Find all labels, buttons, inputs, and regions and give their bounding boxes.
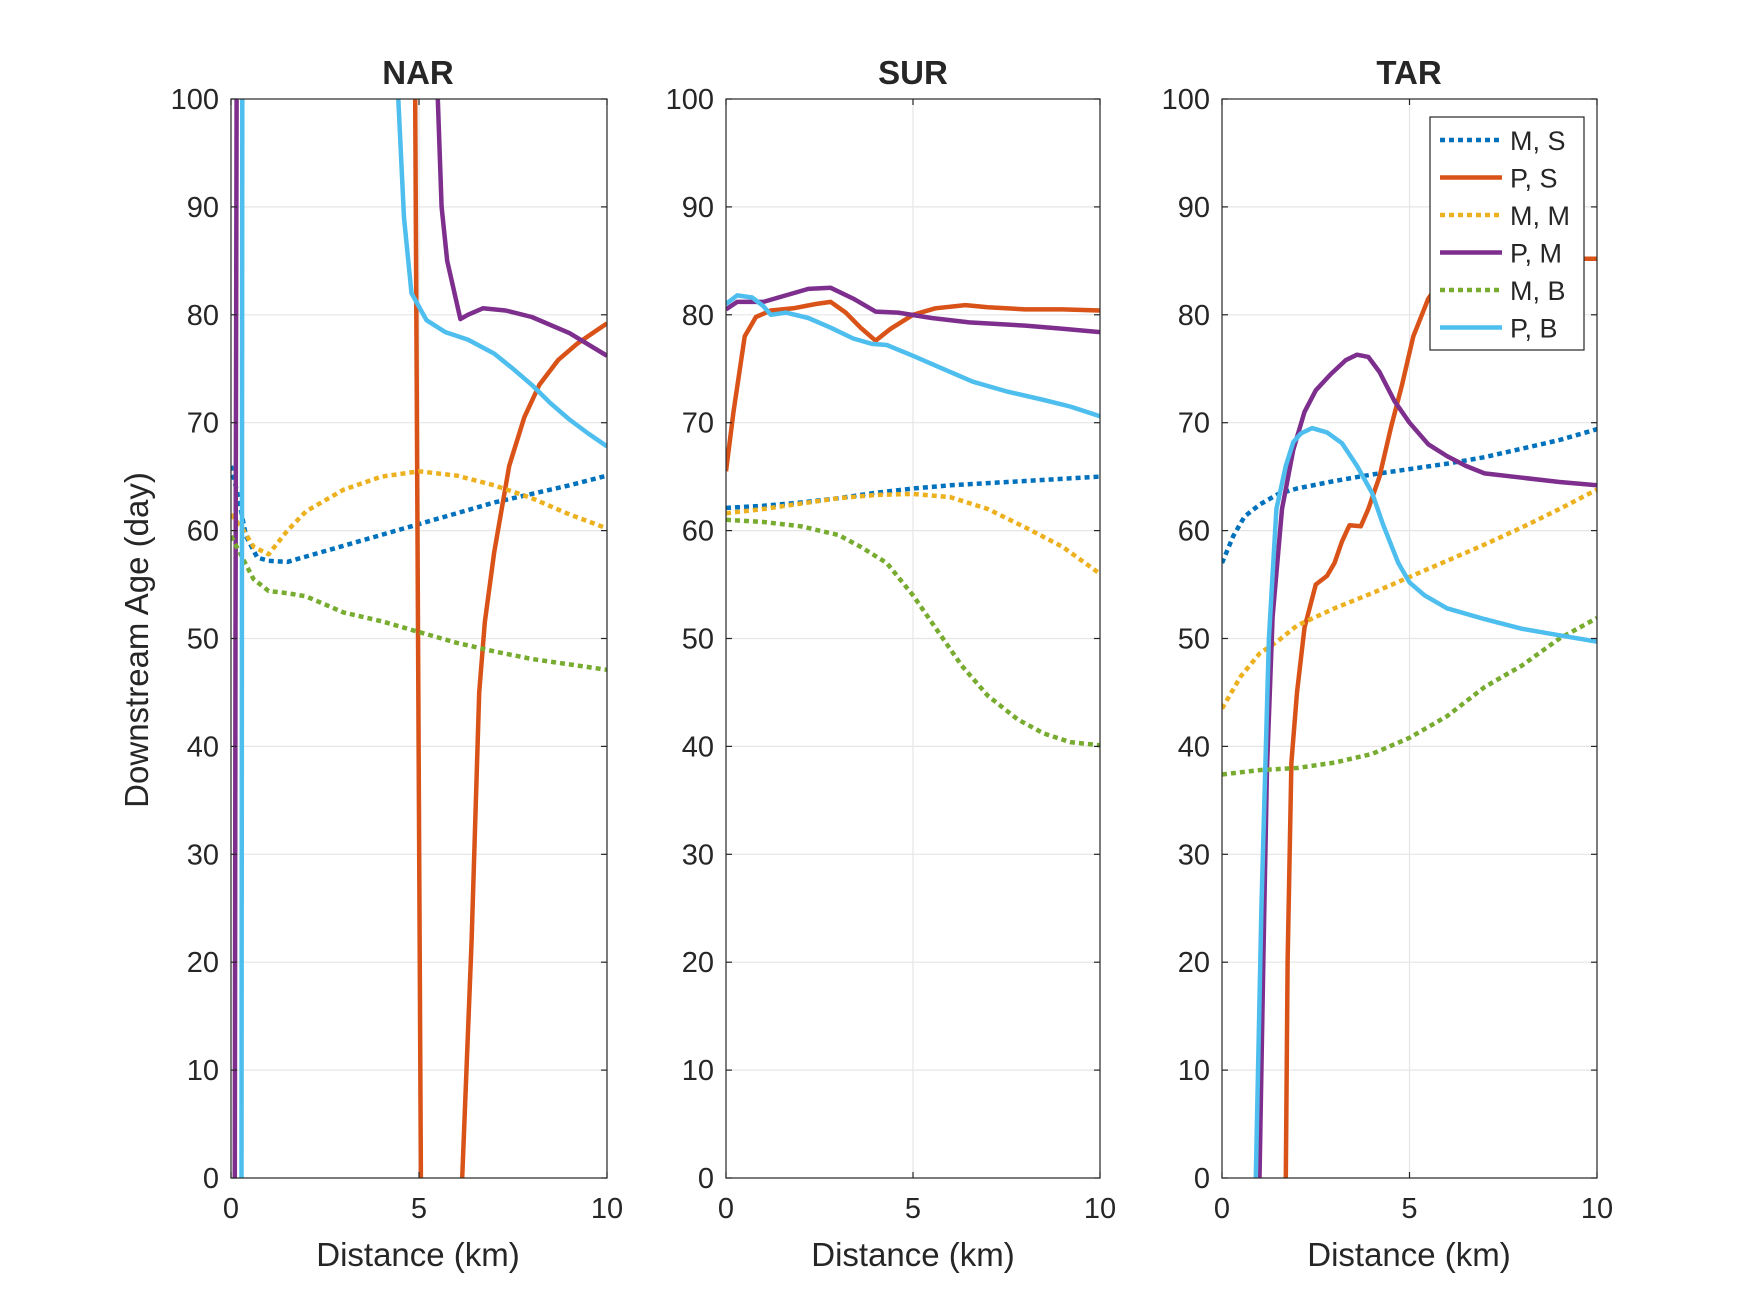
- y-tick-label: 80: [187, 300, 219, 332]
- y-tick-label: 0: [698, 1163, 714, 1195]
- panel-title-nar: NAR: [382, 54, 454, 91]
- x-tick-label: 10: [1084, 1193, 1116, 1225]
- series-line-p-b-nar: [396, 99, 607, 449]
- y-tick-label: 50: [682, 624, 714, 656]
- y-tick-label: 70: [187, 408, 219, 440]
- y-tick-label: 80: [682, 300, 714, 332]
- series-line-p-s-nar: [412, 99, 424, 1178]
- series-line-m-b-sur: [726, 517, 1100, 748]
- panel-sur: SUR Distance (km) 0102030405060708090100…: [666, 54, 1117, 1273]
- y-tick-label: 60: [187, 516, 219, 548]
- legend-label-m-s: M, S: [1510, 126, 1566, 156]
- y-tick-label: 60: [1178, 516, 1210, 548]
- panel-nar: NAR Distance (km) 0102030405060708090100…: [171, 54, 624, 1273]
- series-line-p-b-nar: [239, 99, 245, 1178]
- y-tick-label: 0: [1194, 1163, 1210, 1195]
- x-tick-label: 0: [718, 1193, 734, 1225]
- legend-item-p-s: P, S: [1440, 164, 1558, 194]
- x-tick-label: 10: [1581, 1193, 1613, 1225]
- y-tick-label: 70: [1178, 408, 1210, 440]
- series-line-m-m-nar: [231, 469, 607, 557]
- y-tick-label: 10: [187, 1055, 219, 1087]
- y-tick-label: 30: [1178, 839, 1210, 871]
- y-axis-label: Downstream Age (day): [118, 472, 155, 808]
- y-tick-label: 40: [187, 731, 219, 763]
- series-line-p-m-sur: [726, 285, 1100, 335]
- series-line-m-m-tar: [1222, 487, 1597, 710]
- x-axis-label-tar: Distance (km): [1307, 1236, 1511, 1273]
- legend-label-p-s: P, S: [1510, 164, 1558, 194]
- y-tick-label: 10: [1178, 1055, 1210, 1087]
- series-line-m-b-tar: [1222, 616, 1597, 777]
- x-tick-label: 10: [591, 1193, 623, 1225]
- series-line-m-b-nar: [231, 534, 607, 673]
- y-tick-label: 50: [187, 624, 219, 656]
- y-tick-label: 20: [1178, 947, 1210, 979]
- legend-box: [1429, 116, 1585, 351]
- y-tick-label: 80: [1178, 300, 1210, 332]
- legend-label-p-m: P, M: [1510, 239, 1562, 269]
- legend-label-m-m: M, M: [1510, 201, 1570, 231]
- x-tick-label: 5: [1401, 1193, 1417, 1225]
- legend-item-p-m: P, M: [1440, 239, 1562, 269]
- x-axis-label-nar: Distance (km): [316, 1236, 520, 1273]
- legend-item-m-m: M, M: [1440, 201, 1570, 231]
- y-tick-label: 20: [187, 947, 219, 979]
- y-tick-label: 40: [682, 731, 714, 763]
- y-tick-label: 90: [187, 192, 219, 224]
- y-tick-label: 100: [171, 84, 219, 116]
- y-tick-label: 20: [682, 947, 714, 979]
- panel-title-sur: SUR: [878, 54, 948, 91]
- legend-item-m-s: M, S: [1440, 126, 1566, 156]
- legend-label-p-b: P, B: [1510, 314, 1558, 344]
- legend-label-m-b: M, B: [1510, 276, 1566, 306]
- y-tick-label: 0: [203, 1163, 219, 1195]
- y-tick-label: 90: [682, 192, 714, 224]
- x-tick-label: 0: [1214, 1193, 1230, 1225]
- series-line-p-s-nar: [459, 321, 607, 1178]
- x-tick-label: 0: [223, 1193, 239, 1225]
- legend-item-m-b: M, B: [1440, 276, 1566, 306]
- y-tick-label: 70: [682, 408, 714, 440]
- y-tick-label: 60: [682, 516, 714, 548]
- y-tick-label: 30: [682, 839, 714, 871]
- series-line-p-b-sur: [726, 293, 1100, 419]
- y-tick-label: 50: [1178, 624, 1210, 656]
- series-line-m-s-tar: [1222, 427, 1597, 564]
- legend-item-p-b: P, B: [1440, 314, 1558, 344]
- x-axis-label-sur: Distance (km): [811, 1236, 1015, 1273]
- legend: M, S P, S M, M P, M M, B P, B: [1429, 116, 1585, 351]
- panel-tar: TAR Distance (km) 0102030405060708090100…: [1162, 54, 1614, 1273]
- y-tick-label: 100: [666, 84, 714, 116]
- y-tick-label: 40: [1178, 731, 1210, 763]
- series-line-p-b-tar: [1253, 425, 1597, 1178]
- series-line-p-m-nar: [435, 99, 607, 358]
- series-line-p-s-sur: [726, 299, 1100, 472]
- series-line-p-m-tar: [1257, 352, 1597, 1178]
- x-tick-label: 5: [411, 1193, 427, 1225]
- y-tick-label: 30: [187, 839, 219, 871]
- y-tick-label: 100: [1162, 84, 1210, 116]
- y-tick-label: 10: [682, 1055, 714, 1087]
- y-tick-label: 90: [1178, 192, 1210, 224]
- x-tick-label: 5: [905, 1193, 921, 1225]
- panel-title-tar: TAR: [1376, 54, 1442, 91]
